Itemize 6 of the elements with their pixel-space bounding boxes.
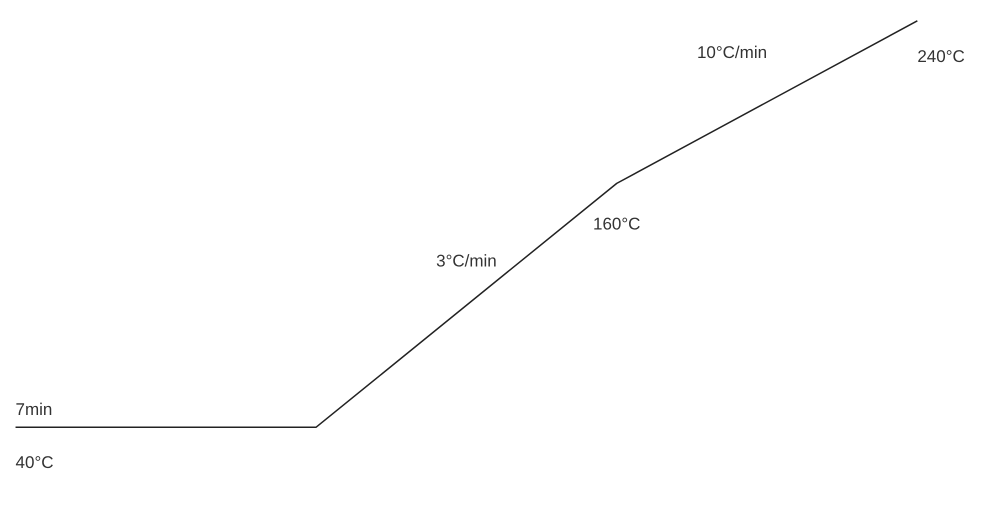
annotation: 3°C/min bbox=[436, 251, 497, 270]
annotation: 10°C/min bbox=[696, 43, 768, 62]
data-label: 240°C bbox=[917, 46, 965, 66]
annotation: 7min bbox=[16, 400, 52, 420]
data-label: 40°C bbox=[16, 453, 54, 472]
data-label: 160°C bbox=[593, 214, 640, 234]
